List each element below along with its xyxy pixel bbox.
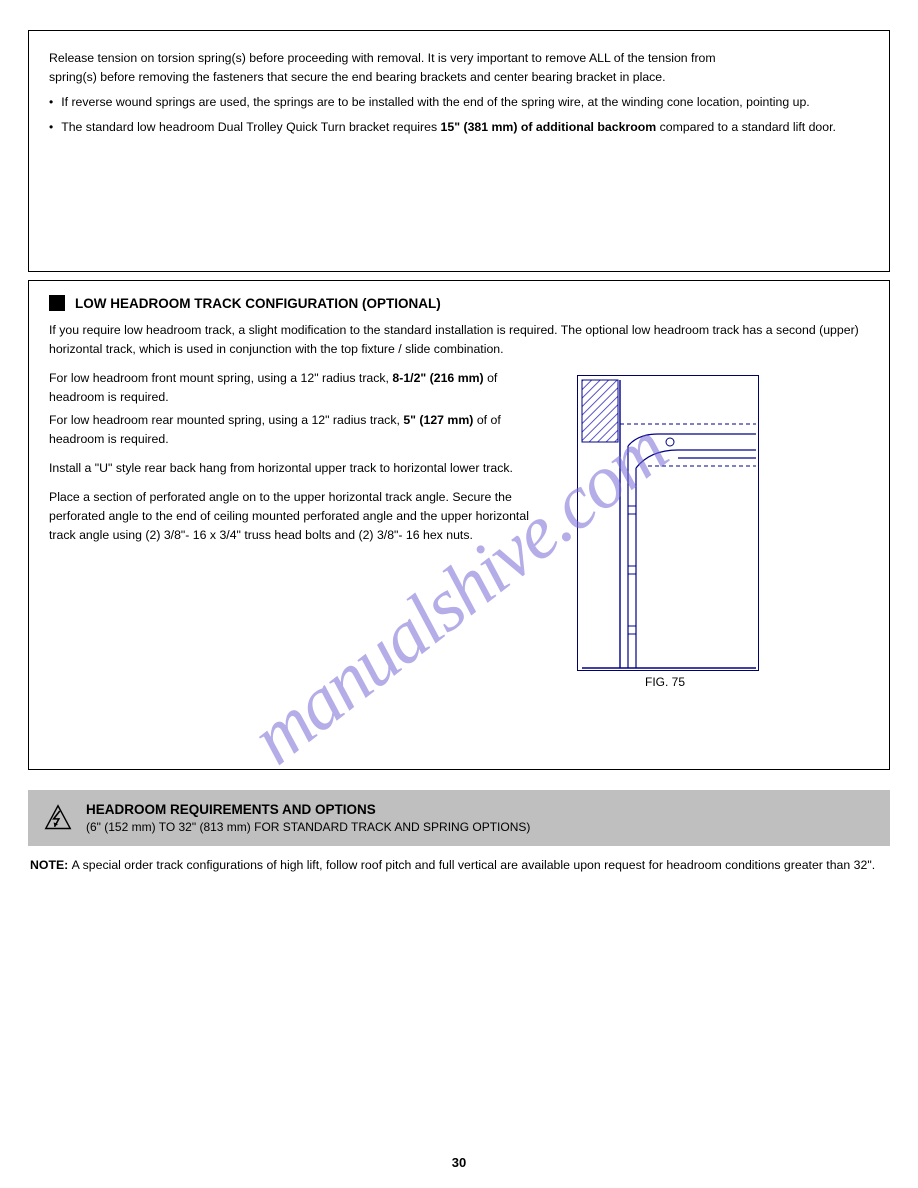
p2: For low headroom front mount spring, usi… bbox=[49, 369, 539, 407]
p3: For low headroom rear mounted spring, us… bbox=[49, 411, 539, 449]
line2: spring(s) before removing the fasteners … bbox=[49, 68, 869, 87]
section-title: LOW HEADROOM TRACK CONFIGURATION (OPTION… bbox=[75, 296, 441, 311]
p1: If you require low headroom track, a sli… bbox=[49, 321, 869, 359]
figure-label: FIG. 75 bbox=[645, 675, 685, 689]
note-text: NOTE: A special order track configuratio… bbox=[28, 856, 890, 875]
bullet-2: • The standard low headroom Dual Trolley… bbox=[49, 118, 869, 137]
line1: Release tension on torsion spring(s) bef… bbox=[49, 49, 869, 68]
bullet2-c: compared to a standard lift door. bbox=[656, 120, 836, 134]
p5: Place a section of perforated angle on t… bbox=[49, 488, 539, 545]
bullet2-a: The standard low headroom Dual Trolley Q… bbox=[61, 120, 440, 134]
tension-warning-box: Release tension on torsion spring(s) bef… bbox=[28, 30, 890, 272]
page-number: 30 bbox=[452, 1155, 466, 1170]
headroom-banner: HEADROOM REQUIREMENTS AND OPTIONS (6" (1… bbox=[28, 790, 890, 846]
hazard-icon bbox=[44, 804, 72, 832]
banner-text: HEADROOM REQUIREMENTS AND OPTIONS (6" (1… bbox=[86, 802, 530, 834]
bullet1-text: If reverse wound springs are used, the s… bbox=[61, 93, 810, 112]
bullet-1: • If reverse wound springs are used, the… bbox=[49, 93, 869, 112]
section-header: LOW HEADROOM TRACK CONFIGURATION (OPTION… bbox=[49, 295, 869, 311]
p4: Install a "U" style rear back hang from … bbox=[49, 459, 539, 478]
track-diagram-svg bbox=[578, 376, 760, 672]
figure-75-diagram bbox=[577, 375, 759, 671]
low-headroom-box: LOW HEADROOM TRACK CONFIGURATION (OPTION… bbox=[28, 280, 890, 770]
banner-sub: (6" (152 mm) TO 32" (813 mm) FOR STANDAR… bbox=[86, 820, 530, 834]
bullet2-b: 15" (381 mm) of additional backroom bbox=[441, 120, 657, 134]
square-bullet-icon bbox=[49, 295, 65, 311]
banner-title: HEADROOM REQUIREMENTS AND OPTIONS bbox=[86, 802, 530, 817]
